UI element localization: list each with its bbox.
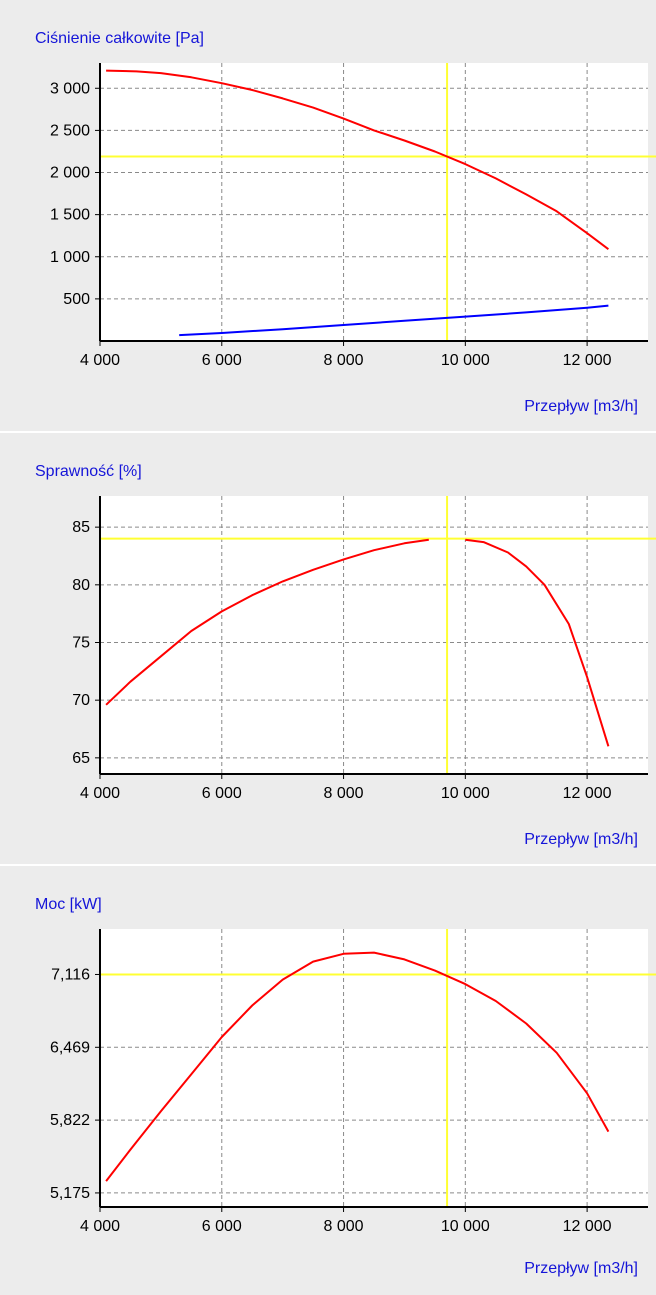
pressure-x-tick-label: 8 000 — [324, 352, 364, 369]
power-y-tick-label: 5,822 — [50, 1112, 90, 1129]
efficiency-chart-title: Sprawność [%] — [35, 463, 142, 480]
power-plot-area — [100, 929, 648, 1207]
pressure-plot-area — [100, 63, 648, 341]
pressure-y-tick-label: 2 000 — [50, 165, 90, 182]
power-x-tick-label: 4 000 — [80, 1218, 120, 1235]
power-x-tick-label: 6 000 — [202, 1218, 242, 1235]
power-y-tick-label: 7,116 — [51, 966, 90, 983]
efficiency-chart: 4 000 6 000 8 000 10 000 12 000 65 70 75 80 85 — [72, 496, 656, 802]
pressure-x-tick-label: 6 000 — [202, 352, 242, 369]
efficiency-y-tick-label: 85 — [72, 519, 90, 536]
power-y-tick-label: 6,469 — [50, 1039, 90, 1056]
pressure-x-tick-label: 10 000 — [441, 352, 490, 369]
efficiency-x-tick-label: 8 000 — [324, 785, 364, 802]
efficiency-series-2-line — [465, 538, 610, 747]
power-chart-x-axis-label: Przepływ [m3/h] — [524, 1260, 638, 1277]
efficiency-chart-panel: 4 000 6 000 8 000 10 000 12 000 65 70 75 80 85 Sp… — [0, 433, 656, 866]
pressure-chart: 4 000 6 000 8 000 10 000 12 000 500 1 000 1 500… — [50, 63, 656, 369]
power-x-tick-label: 10 000 — [441, 1218, 490, 1235]
power-chart: 4 000 6 000 8 000 10 000 12 000 5,175 5,822 6,4… — [50, 929, 656, 1235]
pressure-y-tick-label: 500 — [63, 291, 90, 308]
power-x-tick-label: 8 000 — [324, 1218, 364, 1235]
pressure-y-tick-label: 1 500 — [50, 207, 90, 224]
power-y-tick-label: 5,175 — [50, 1185, 90, 1202]
power-chart-panel: 4 000 6 000 8 000 10 000 12 000 5,175 5,822 6,4… — [0, 866, 656, 1295]
efficiency-chart-x-axis-label: Przepływ [m3/h] — [524, 831, 638, 848]
pressure-chart-title: Ciśnienie całkowite [Pa] — [35, 30, 204, 47]
pressure-y-tick-label: 1 000 — [50, 249, 90, 266]
efficiency-y-tick-label: 75 — [72, 634, 90, 651]
pressure-x-tick-label: 12 000 — [563, 352, 612, 369]
pressure-y-tick-label: 3 000 — [50, 80, 90, 97]
pressure-chart-panel: 4 000 6 000 8 000 10 000 12 000 500 1 000 1 500… — [0, 0, 656, 433]
power-series-1-line — [105, 951, 610, 1182]
efficiency-plot-area — [100, 496, 648, 774]
power-chart-title: Moc [kW] — [35, 896, 102, 913]
pressure-series-2-line — [179, 304, 609, 337]
power-x-tick-label: 12 000 — [563, 1218, 612, 1235]
pressure-series-1-line — [106, 69, 610, 250]
pressure-y-tick-label: 2 500 — [50, 122, 90, 139]
efficiency-x-tick-label: 4 000 — [80, 785, 120, 802]
pressure-chart-x-axis-label: Przepływ [m3/h] — [524, 398, 638, 415]
efficiency-x-tick-label: 12 000 — [563, 785, 612, 802]
efficiency-series-1-line — [105, 538, 429, 706]
efficiency-y-tick-label: 70 — [72, 692, 90, 709]
efficiency-x-tick-label: 10 000 — [441, 785, 490, 802]
efficiency-y-tick-label: 80 — [72, 577, 90, 594]
efficiency-y-tick-label: 65 — [72, 750, 90, 767]
pressure-x-tick-label: 4 000 — [80, 352, 120, 369]
efficiency-x-tick-label: 6 000 — [202, 785, 242, 802]
